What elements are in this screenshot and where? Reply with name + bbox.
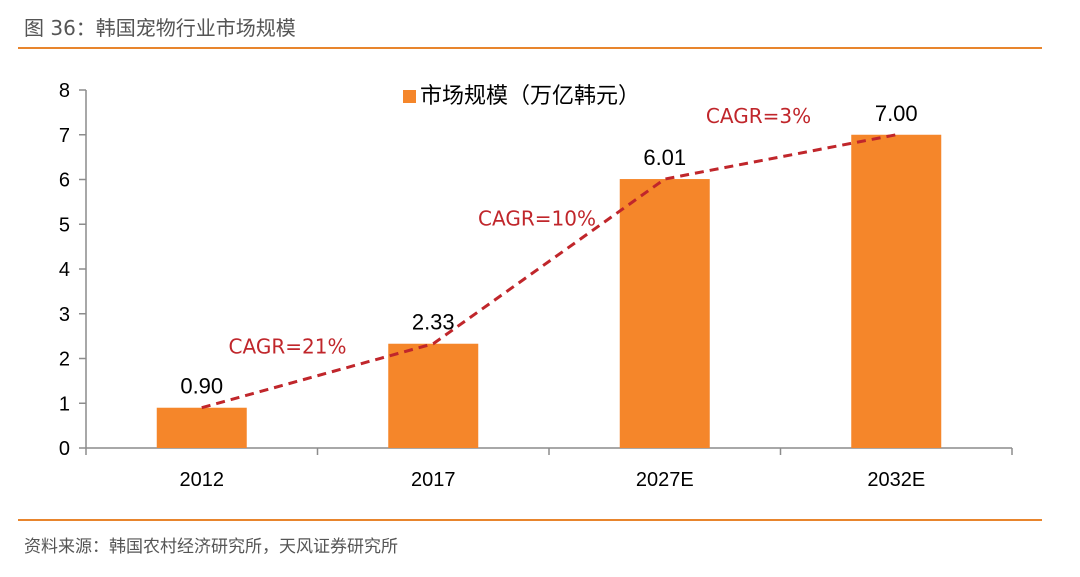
bar-2017 [388,343,479,448]
data-label: 6.01 [643,145,686,170]
x-tick-label: 2017 [411,469,456,491]
legend: 市场规模（万亿韩元） [403,84,640,109]
x-tick-label: 2027E [636,469,694,491]
data-label: 2.33 [412,310,455,335]
data-label: 7.00 [875,101,918,126]
top-rule [18,47,1042,49]
data-label: 0.90 [180,374,223,399]
y-tick-label: 4 [59,259,70,281]
source-note: 资料来源：韩国农村经济研究所，天风证券研究所 [24,537,398,557]
y-tick-label: 3 [59,304,70,326]
trend-line-layer [201,133,897,410]
y-tick-label: 0 [59,438,70,460]
y-tick-label: 2 [59,349,70,371]
bottom-rule [18,519,1042,521]
figure-title: 图 36：韩国宠物行业市场规模 [24,16,296,40]
bar-2027E [619,179,710,449]
cagr-annotation: CAGR=21% [229,335,347,359]
bars [156,134,942,449]
bar-2032E [851,134,942,448]
cagr-annotation: CAGR=10% [478,206,596,230]
x-tick-label: 2032E [867,469,925,491]
bar-2012 [156,407,247,448]
cagr-trend-line [201,133,897,410]
y-tick-label: 6 [59,170,70,192]
legend-label: 市场规模（万亿韩元） [420,84,640,109]
y-tick-label: 8 [59,80,70,102]
legend-swatch [403,90,416,103]
y-tick-label: 5 [59,214,70,236]
y-tick-label: 7 [59,125,70,147]
y-tick-label: 1 [59,393,70,415]
x-tick-label: 2012 [180,469,225,491]
cagr-annotation: CAGR=3% [706,104,811,128]
labels: 0.90 2.33 6.01 7.00 CAGR=21% CAGR=10% CAGR=3% [180,101,917,399]
